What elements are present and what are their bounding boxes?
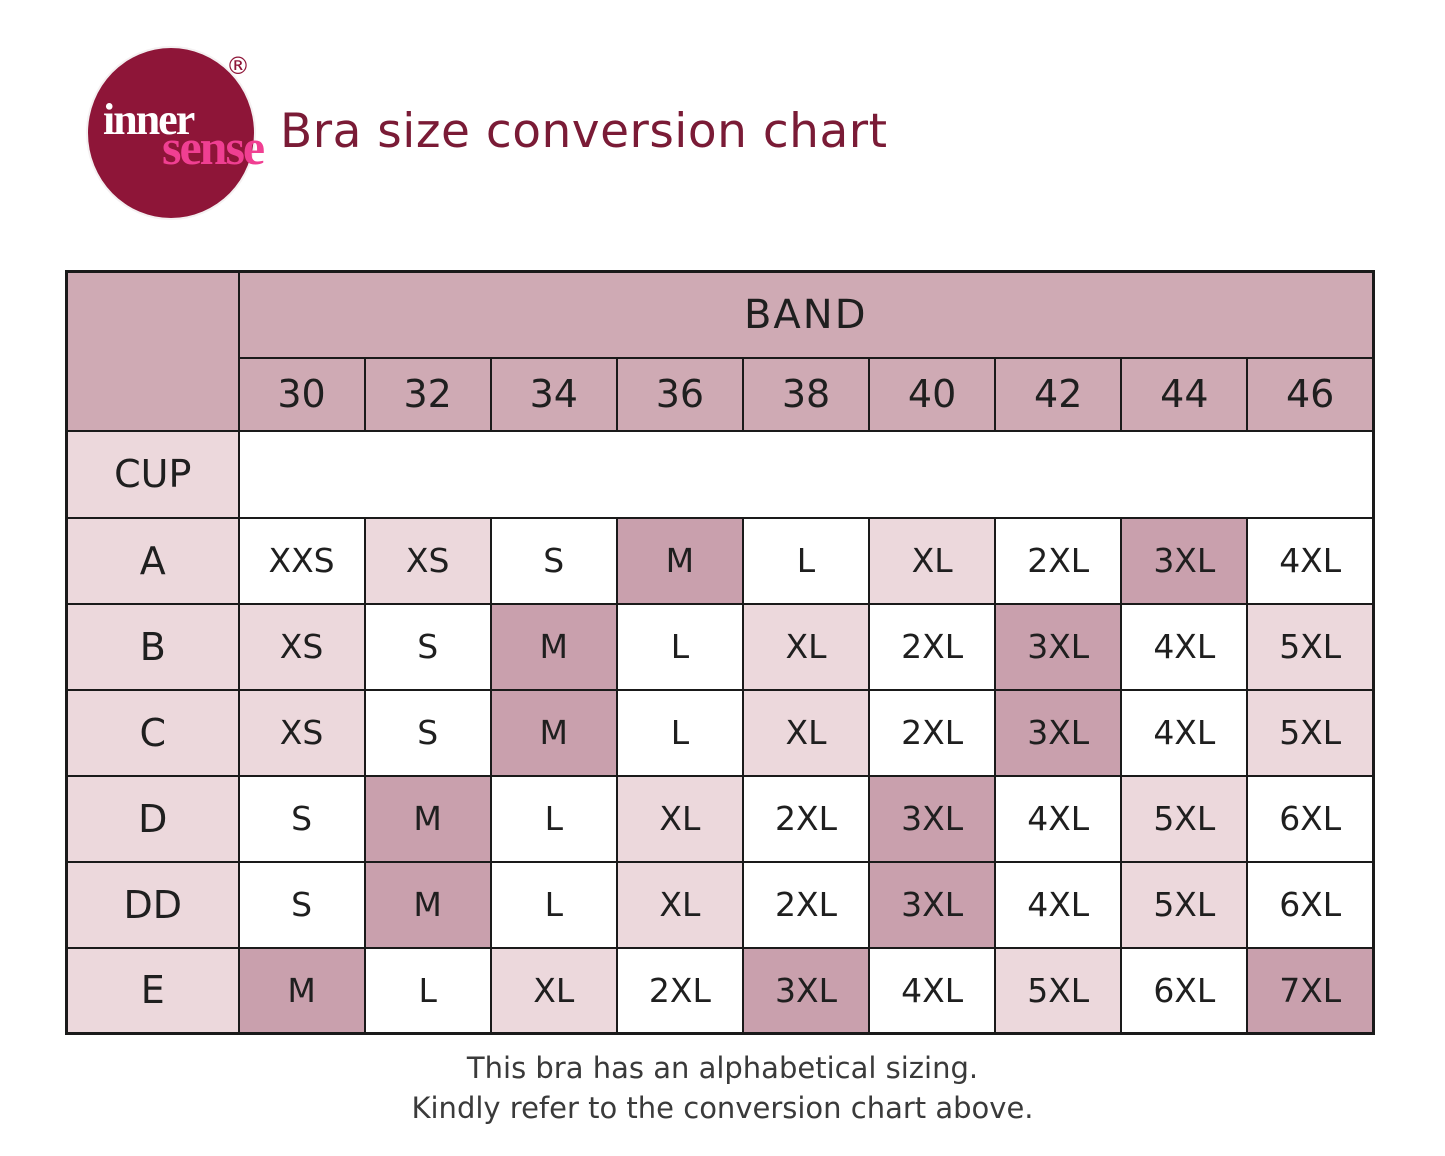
- band-size-32: 32: [363, 356, 492, 432]
- size-cell-C-32: S: [363, 688, 492, 777]
- size-cell-D-44: 5XL: [1120, 774, 1249, 863]
- size-cell-E-36: 2XL: [615, 946, 744, 1035]
- size-cell-D-32: M: [363, 774, 492, 863]
- band-size-42: 42: [994, 356, 1123, 432]
- size-cell-A-30: XXS: [237, 516, 366, 605]
- band-size-46: 46: [1246, 356, 1375, 432]
- size-cell-B-44: 4XL: [1120, 602, 1249, 691]
- cup-row-D: D S M L XL 2XL 3XL 4XL 5XL 6XL: [65, 774, 1375, 863]
- size-cell-B-40: 2XL: [868, 602, 997, 691]
- size-cell-DD-44: 5XL: [1120, 860, 1249, 949]
- band-size-38: 38: [741, 356, 871, 432]
- size-cell-B-32: S: [363, 602, 492, 691]
- footer-note: This bra has an alphabetical sizing. Kin…: [0, 1048, 1445, 1128]
- size-cell-DD-42: 4XL: [994, 860, 1123, 949]
- size-cell-DD-34: L: [489, 860, 618, 949]
- cup-label-A: A: [65, 516, 240, 605]
- size-cell-A-34: S: [489, 516, 618, 605]
- size-cell-D-42: 4XL: [994, 774, 1123, 863]
- size-cell-A-44: 3XL: [1120, 516, 1249, 605]
- logo-circle: [88, 48, 254, 218]
- size-cell-A-46: 4XL: [1246, 516, 1375, 605]
- cup-label-DD: DD: [65, 860, 240, 949]
- size-cell-B-30: XS: [237, 602, 366, 691]
- size-cell-C-42: 3XL: [994, 688, 1123, 777]
- size-cell-DD-40: 3XL: [868, 860, 997, 949]
- size-cell-D-30: S: [237, 774, 366, 863]
- size-cell-C-40: 2XL: [868, 688, 997, 777]
- size-cell-A-42: 2XL: [994, 516, 1123, 605]
- size-cell-D-38: 2XL: [741, 774, 871, 863]
- cup-row-C: C XS S M L XL 2XL 3XL 4XL 5XL: [65, 688, 1375, 777]
- cup-label-C: C: [65, 688, 240, 777]
- size-cell-D-34: L: [489, 774, 618, 863]
- cup-row-spacer: [237, 429, 1375, 519]
- size-cell-E-42: 5XL: [994, 946, 1123, 1035]
- size-cell-B-36: L: [615, 602, 744, 691]
- size-cell-DD-46: 6XL: [1246, 860, 1375, 949]
- cup-header-row: CUP: [65, 429, 1375, 519]
- innersense-logo: inner sense ®: [88, 46, 265, 222]
- size-cell-D-46: 6XL: [1246, 774, 1375, 863]
- band-header: BAND: [237, 270, 1375, 359]
- size-cell-E-40: 4XL: [868, 946, 997, 1035]
- logo-text-sense: sense: [162, 119, 265, 175]
- cup-row-E: E M L XL 2XL 3XL 4XL 5XL 6XL 7XL: [65, 946, 1375, 1035]
- table-body: CUP A XXS XS S M L XL 2XL 3XL 4XL B XS S M L XL 2XL 3XL 4XL…: [65, 429, 1375, 1035]
- size-cell-DD-32: M: [363, 860, 492, 949]
- size-cell-C-30: XS: [237, 688, 366, 777]
- band-sizes-row: 30 32 34 36 38 40 42 44 46: [67, 356, 1375, 432]
- size-cell-C-34: M: [489, 688, 618, 777]
- corner-cell: [65, 270, 240, 432]
- cup-label-E: E: [65, 946, 240, 1035]
- size-cell-C-44: 4XL: [1120, 688, 1249, 777]
- cup-row-A: A XXS XS S M L XL 2XL 3XL 4XL: [65, 516, 1375, 605]
- band-size-44: 44: [1120, 356, 1249, 432]
- size-cell-C-46: 5XL: [1246, 688, 1375, 777]
- size-cell-B-42: 3XL: [994, 602, 1123, 691]
- size-cell-A-36: M: [615, 516, 744, 605]
- band-size-30: 30: [237, 356, 366, 432]
- size-cell-E-30: M: [237, 946, 366, 1035]
- cup-row-DD: DD S M L XL 2XL 3XL 4XL 5XL 6XL: [65, 860, 1375, 949]
- cup-header: CUP: [65, 429, 240, 519]
- band-size-34: 34: [489, 356, 618, 432]
- band-size-40: 40: [868, 356, 997, 432]
- size-cell-DD-30: S: [237, 860, 366, 949]
- size-cell-E-44: 6XL: [1120, 946, 1249, 1035]
- size-cell-B-46: 5XL: [1246, 602, 1375, 691]
- size-cell-A-38: L: [741, 516, 871, 605]
- size-cell-DD-36: XL: [615, 860, 744, 949]
- cup-label-B: B: [65, 602, 240, 691]
- size-cell-E-46: 7XL: [1246, 946, 1375, 1035]
- logo-text-inner: inner: [103, 95, 195, 144]
- size-cell-A-32: XS: [363, 516, 492, 605]
- band-size-36: 36: [615, 356, 744, 432]
- band-header-row: BAND: [65, 270, 1375, 432]
- bra-size-conversion-table: BAND 30 32 34 36 38 40 42 44 46 CUP A XXS XS S M L XL 2X…: [65, 270, 1375, 1035]
- size-cell-B-38: XL: [741, 602, 871, 691]
- size-cell-DD-38: 2XL: [741, 860, 871, 949]
- size-cell-E-34: XL: [489, 946, 618, 1035]
- size-cell-C-38: XL: [741, 688, 871, 777]
- size-cell-B-34: M: [489, 602, 618, 691]
- table-head: BAND 30 32 34 36 38 40 42 44 46: [65, 270, 1375, 432]
- size-cell-E-32: L: [363, 946, 492, 1035]
- size-cell-E-38: 3XL: [741, 946, 871, 1035]
- size-cell-C-36: L: [615, 688, 744, 777]
- registered-trademark-icon: ®: [226, 52, 250, 80]
- size-cell-A-40: XL: [868, 516, 997, 605]
- page-title: Bra size conversion chart: [280, 104, 888, 159]
- footer-line-1: This bra has an alphabetical sizing.: [466, 1051, 979, 1085]
- cup-label-D: D: [65, 774, 240, 863]
- cup-row-B: B XS S M L XL 2XL 3XL 4XL 5XL: [65, 602, 1375, 691]
- size-cell-D-40: 3XL: [868, 774, 997, 863]
- footer-line-2: Kindly refer to the conversion chart abo…: [411, 1091, 1034, 1125]
- size-cell-D-36: XL: [615, 774, 744, 863]
